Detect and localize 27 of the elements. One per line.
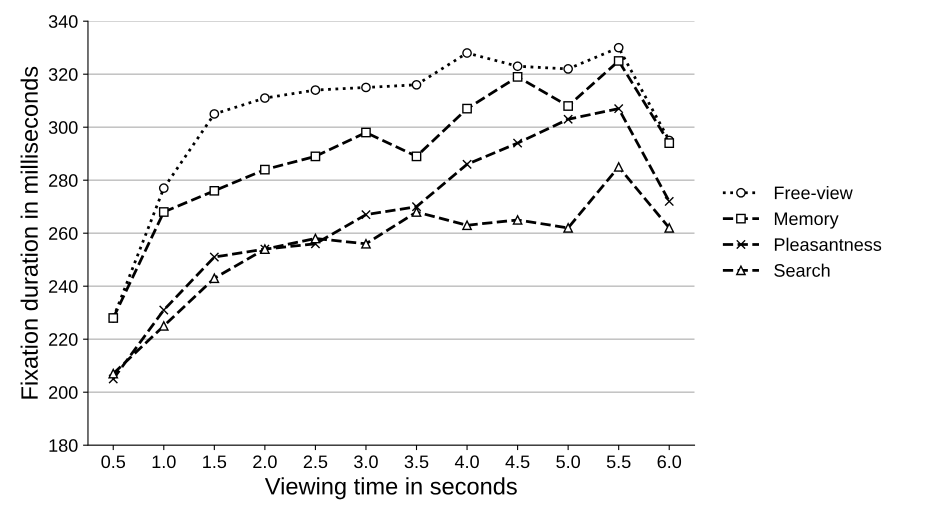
legend-label: Free-view (774, 186, 853, 200)
y-tick-label: 260 (49, 227, 78, 240)
y-tick-label: 180 (50, 439, 78, 452)
x-tick-label: 5.5 (606, 456, 630, 468)
x-axis-title: Viewing time in seconds (264, 477, 517, 500)
x-tick-label: 2.0 (253, 455, 277, 468)
legend-label: Pleasantness (774, 238, 882, 251)
y-tick-label: 280 (49, 174, 78, 187)
x-tick-label: 3.0 (354, 455, 378, 468)
y-tick-label: 240 (49, 280, 78, 293)
x-tick-label: 1.0 (152, 455, 176, 468)
x-tick-label: 5.0 (556, 455, 580, 468)
x-tick-label: 1.5 (203, 456, 226, 468)
x-tick-label: 2.5 (304, 455, 328, 468)
y-tick-label: 220 (49, 333, 78, 346)
y-tick-label: 300 (48, 121, 78, 134)
x-tick-label: 3.5 (404, 455, 428, 468)
x-tick-label: 4.5 (505, 456, 530, 468)
y-axis-title: Fixation duration in milliseconds (20, 66, 38, 399)
x-tick-label: 6.0 (658, 455, 682, 468)
x-tick-label: 0.5 (101, 455, 126, 468)
y-tick-label: 320 (48, 68, 78, 81)
legend-label: Search (774, 264, 830, 277)
x-tick-label: 4.0 (454, 455, 479, 468)
y-tick-label: 200 (49, 386, 78, 399)
legend-label: Memory (774, 212, 839, 229)
y-tick-label: 340 (48, 15, 78, 28)
